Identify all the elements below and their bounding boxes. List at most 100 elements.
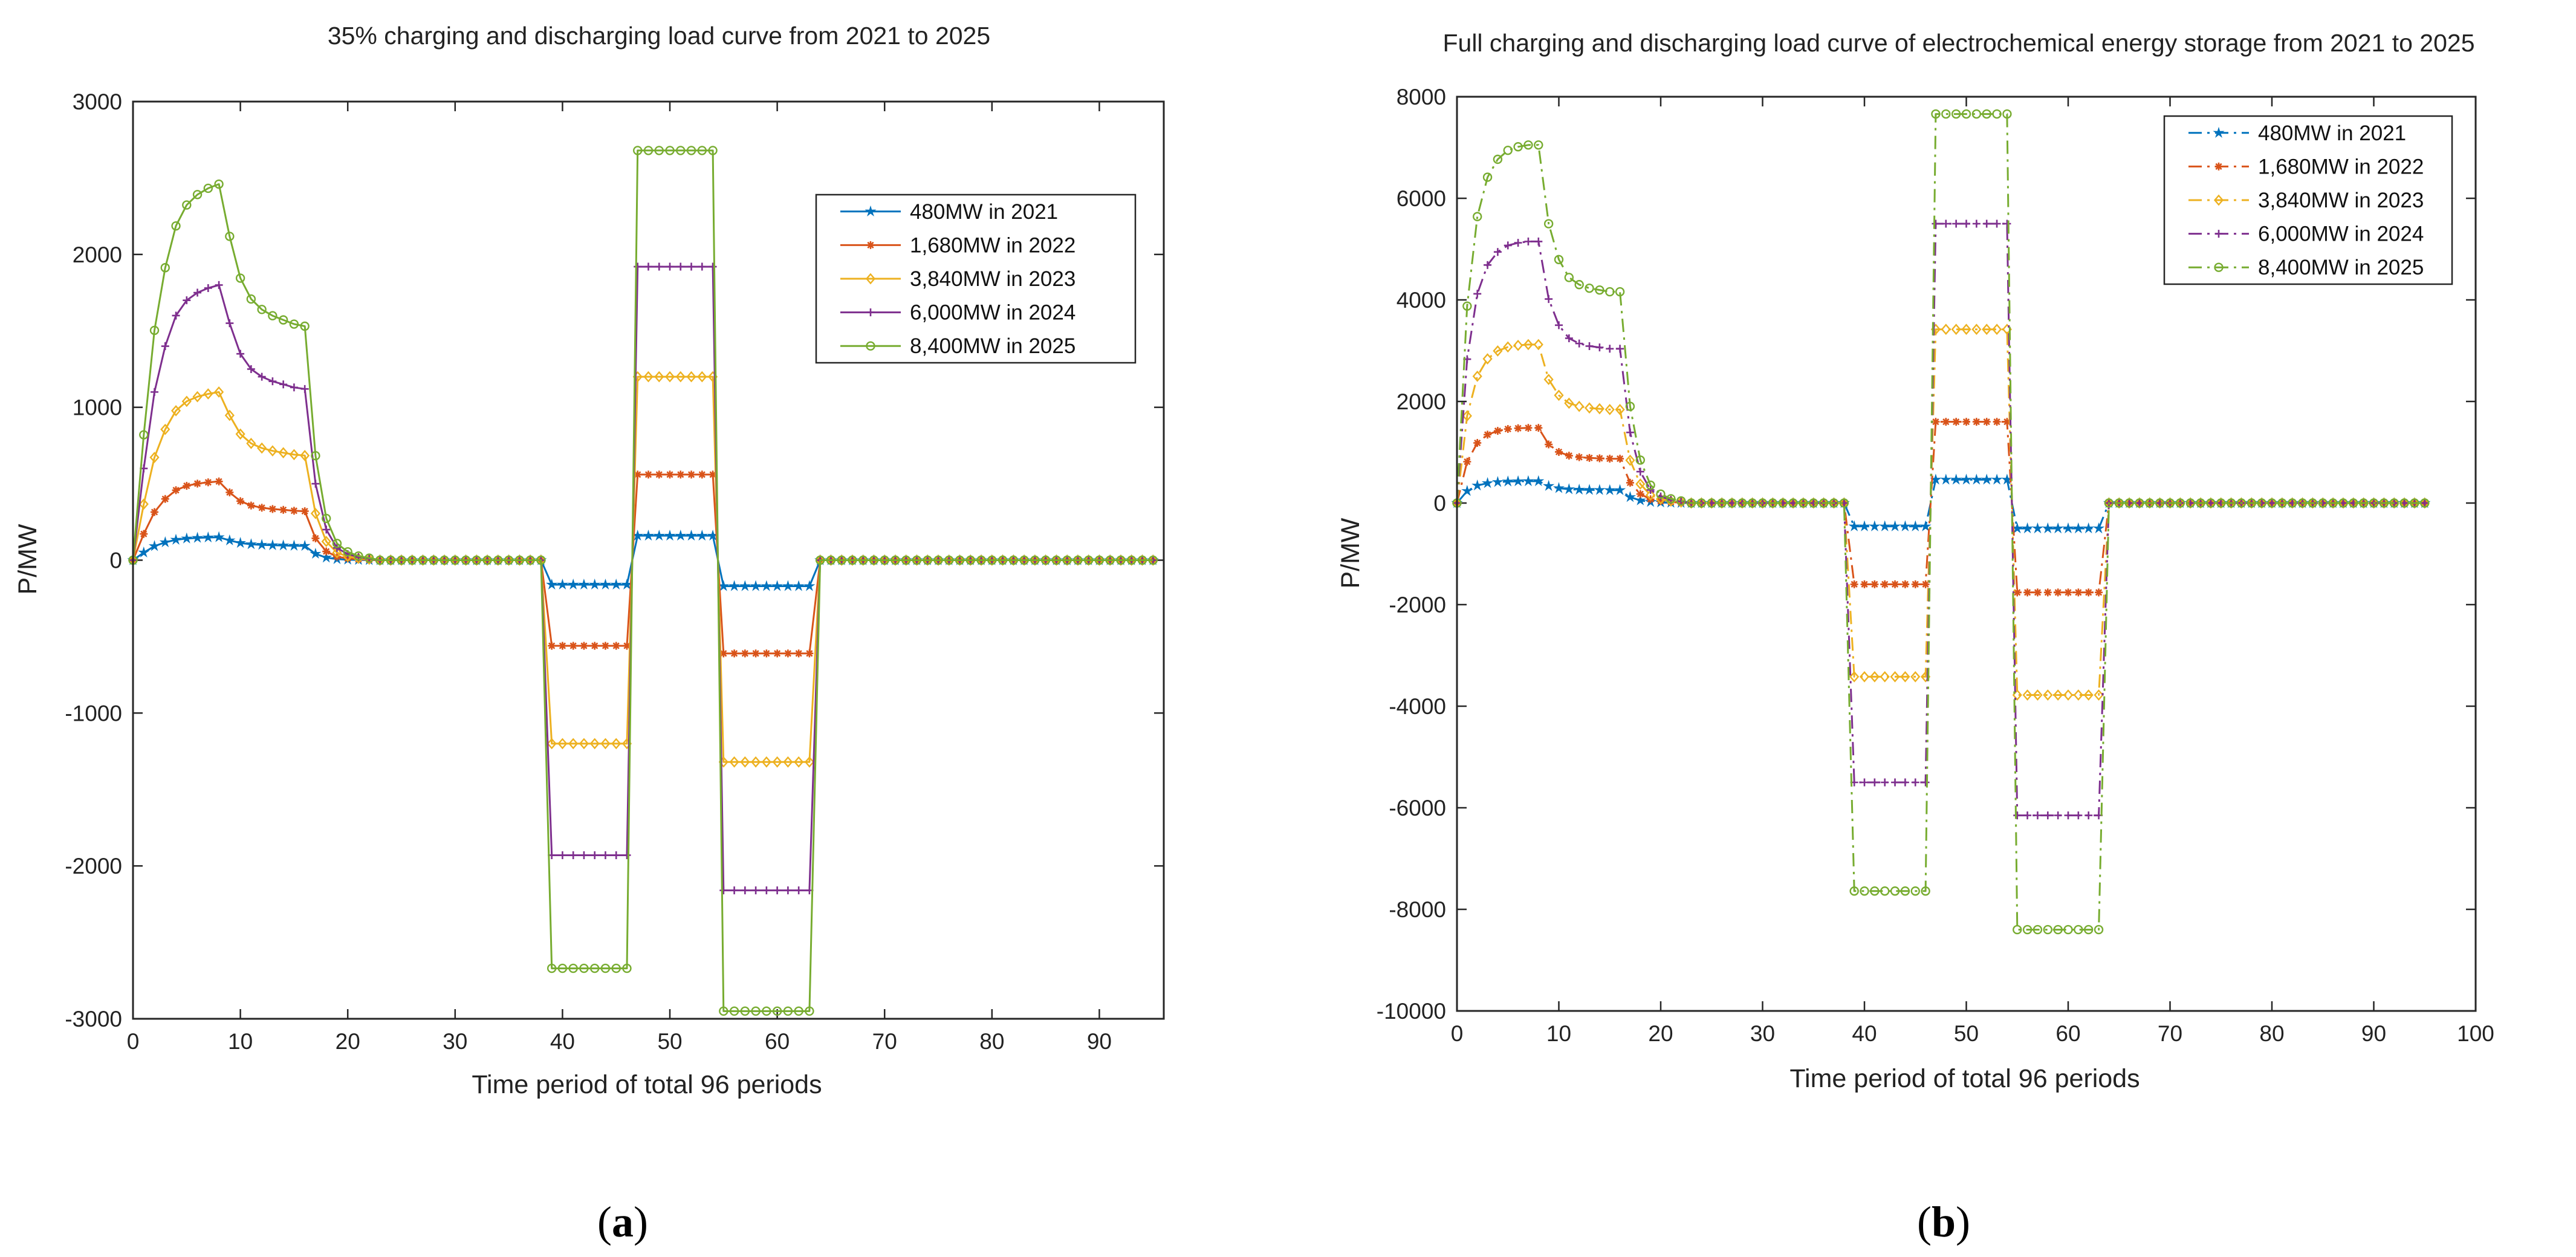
data-point: [762, 886, 771, 895]
x-axis-label: Time period of total 96 periods: [1789, 1064, 2140, 1093]
data-point: [1942, 219, 1950, 228]
data-point: [654, 371, 664, 383]
data-point: [1881, 778, 1889, 787]
data-point: [1462, 301, 1472, 311]
data-point: [407, 555, 417, 565]
data-point: [2379, 498, 2389, 508]
data-point: [151, 508, 159, 516]
data-point: [1879, 520, 1891, 531]
data-point: [912, 555, 922, 565]
data-point: [568, 963, 578, 973]
data-point: [1880, 886, 1890, 896]
data-point: [709, 470, 717, 479]
data-point: [761, 580, 773, 591]
data-point: [1890, 886, 1900, 896]
data-point: [1471, 479, 1484, 491]
data-point: [2013, 924, 2022, 935]
data-point: [2002, 109, 2012, 119]
data-point: [1585, 342, 1594, 350]
data-point: [739, 580, 751, 591]
data-point: [258, 504, 266, 512]
data-point: [794, 649, 803, 658]
data-point: [2135, 498, 2144, 508]
data-point: [2023, 811, 2032, 820]
data-point: [288, 539, 300, 551]
data-point: [1870, 886, 1880, 896]
y-tick-label: 3000: [73, 89, 122, 114]
data-point: [2033, 811, 2042, 820]
data-point: [2083, 522, 2095, 534]
data-point: [2145, 498, 2155, 508]
data-point: [653, 529, 665, 541]
data-point: [933, 555, 943, 565]
data-point: [644, 470, 652, 479]
data-point: [600, 963, 611, 973]
data-point: [2042, 522, 2054, 534]
data-point: [741, 886, 749, 895]
data-point: [2124, 498, 2134, 508]
data-point: [1542, 479, 1555, 491]
data-point: [1555, 321, 1563, 330]
data-point: [751, 756, 761, 768]
x-tick-label: 50: [657, 1029, 682, 1054]
data-point: [245, 538, 257, 550]
data-point: [1606, 345, 1614, 353]
y-tick-label: 0: [1433, 491, 1446, 516]
data-point: [675, 529, 687, 541]
data-point: [2399, 498, 2409, 508]
legend-entry: 480MW in 2021: [2258, 122, 2406, 145]
data-point: [622, 963, 632, 973]
data-point: [869, 555, 879, 565]
data-point: [697, 371, 707, 383]
data-point: [514, 555, 525, 565]
data-point: [1523, 339, 1534, 351]
data-point: [289, 449, 299, 461]
data-point: [600, 738, 611, 750]
data-point: [300, 385, 309, 393]
data-point: [1563, 483, 1575, 495]
data-point: [762, 649, 771, 658]
data-point: [719, 886, 728, 895]
data-point: [686, 371, 696, 383]
data-point: [215, 477, 223, 486]
data-point: [278, 447, 288, 459]
data-point: [2023, 588, 2032, 597]
data-point: [257, 305, 267, 314]
data-point: [612, 641, 620, 650]
data-point: [1585, 283, 1594, 293]
data-point: [998, 555, 1008, 565]
data-point: [762, 1006, 771, 1016]
data-point: [750, 580, 762, 591]
data-point: [729, 756, 739, 768]
panel-label: a: [612, 1198, 634, 1246]
data-point: [1849, 886, 1859, 896]
data-point: [450, 555, 460, 565]
data-point: [289, 319, 299, 329]
data-point: [1870, 580, 1879, 588]
data-point: [634, 470, 642, 479]
data-point: [1960, 473, 1973, 485]
data-point: [1616, 455, 1624, 463]
x-tick-label: 70: [872, 1029, 897, 1054]
data-point: [805, 649, 814, 658]
data-point: [591, 851, 599, 859]
data-point: [1656, 489, 1666, 499]
data-point: [1094, 555, 1105, 565]
data-point: [278, 315, 288, 325]
data-point: [772, 756, 782, 768]
data-point: [858, 555, 868, 565]
y-axis-label: P/MW: [13, 524, 42, 594]
legend: 480MW in 2021 1,680MW in 2022 3,840MW in 2…: [2163, 115, 2453, 285]
data-point: [1962, 219, 1970, 228]
data-point: [170, 404, 181, 417]
data-point: [2013, 811, 2022, 820]
data-point: [332, 539, 342, 548]
data-point: [569, 851, 577, 859]
data-point: [202, 531, 214, 543]
data-point: [1543, 219, 1554, 229]
x-tick-label: 60: [2055, 1021, 2080, 1046]
data-point: [1565, 334, 1573, 342]
data-point: [1991, 323, 2002, 336]
data-point: [1503, 341, 1513, 353]
data-point: [2022, 924, 2033, 935]
